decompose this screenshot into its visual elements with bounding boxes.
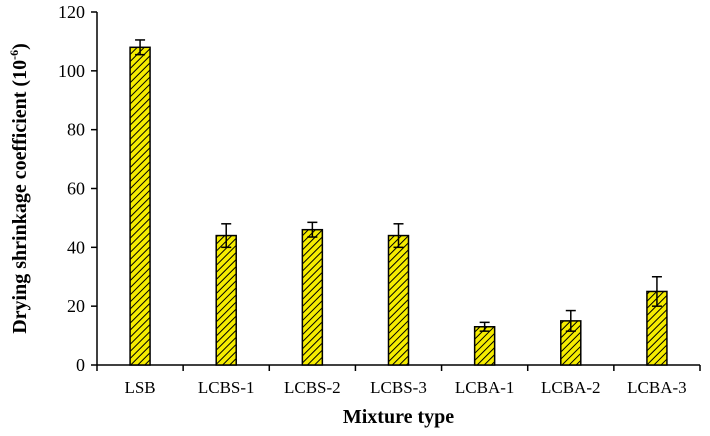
y-axis: 0 20 40 60 80 100 120: [58, 2, 97, 375]
y-axis-title-exponent: -6: [7, 50, 21, 60]
y-axis-title-main: Drying shrinkage coefficient (10: [9, 60, 31, 334]
bar: [475, 327, 495, 365]
y-axis-title-close: ): [9, 43, 31, 50]
bar: [216, 236, 236, 365]
y-tick-label: 120: [58, 2, 85, 22]
x-tick-label: LCBS-2: [284, 378, 341, 397]
bars-group: [130, 40, 667, 365]
y-tick-label: 100: [58, 61, 85, 81]
bar: [130, 47, 150, 365]
x-axis: LSB LCBS-1 LCBS-2 LCBS-3 LCBA-1 LCBA-2 LCBA-3: [97, 365, 700, 397]
x-tick-label: LCBS-1: [198, 378, 255, 397]
bar: [302, 230, 322, 365]
bar: [389, 236, 409, 365]
y-tick-label: 20: [67, 296, 85, 316]
x-tick-label: LCBS-3: [370, 378, 427, 397]
y-tick-label: 0: [76, 355, 85, 375]
x-tick-label: LSB: [124, 378, 155, 397]
y-axis-title: Drying shrinkage coefficient (10-6): [7, 43, 31, 334]
x-tick-label: LCBA-3: [627, 378, 687, 397]
y-tick-label: 80: [67, 120, 85, 140]
x-tick-label: LCBA-2: [541, 378, 601, 397]
y-tick-label: 40: [67, 237, 85, 257]
x-tick-label: LCBA-1: [455, 378, 515, 397]
y-tick-label: 60: [67, 179, 85, 199]
x-axis-title: Mixture type: [343, 406, 454, 428]
